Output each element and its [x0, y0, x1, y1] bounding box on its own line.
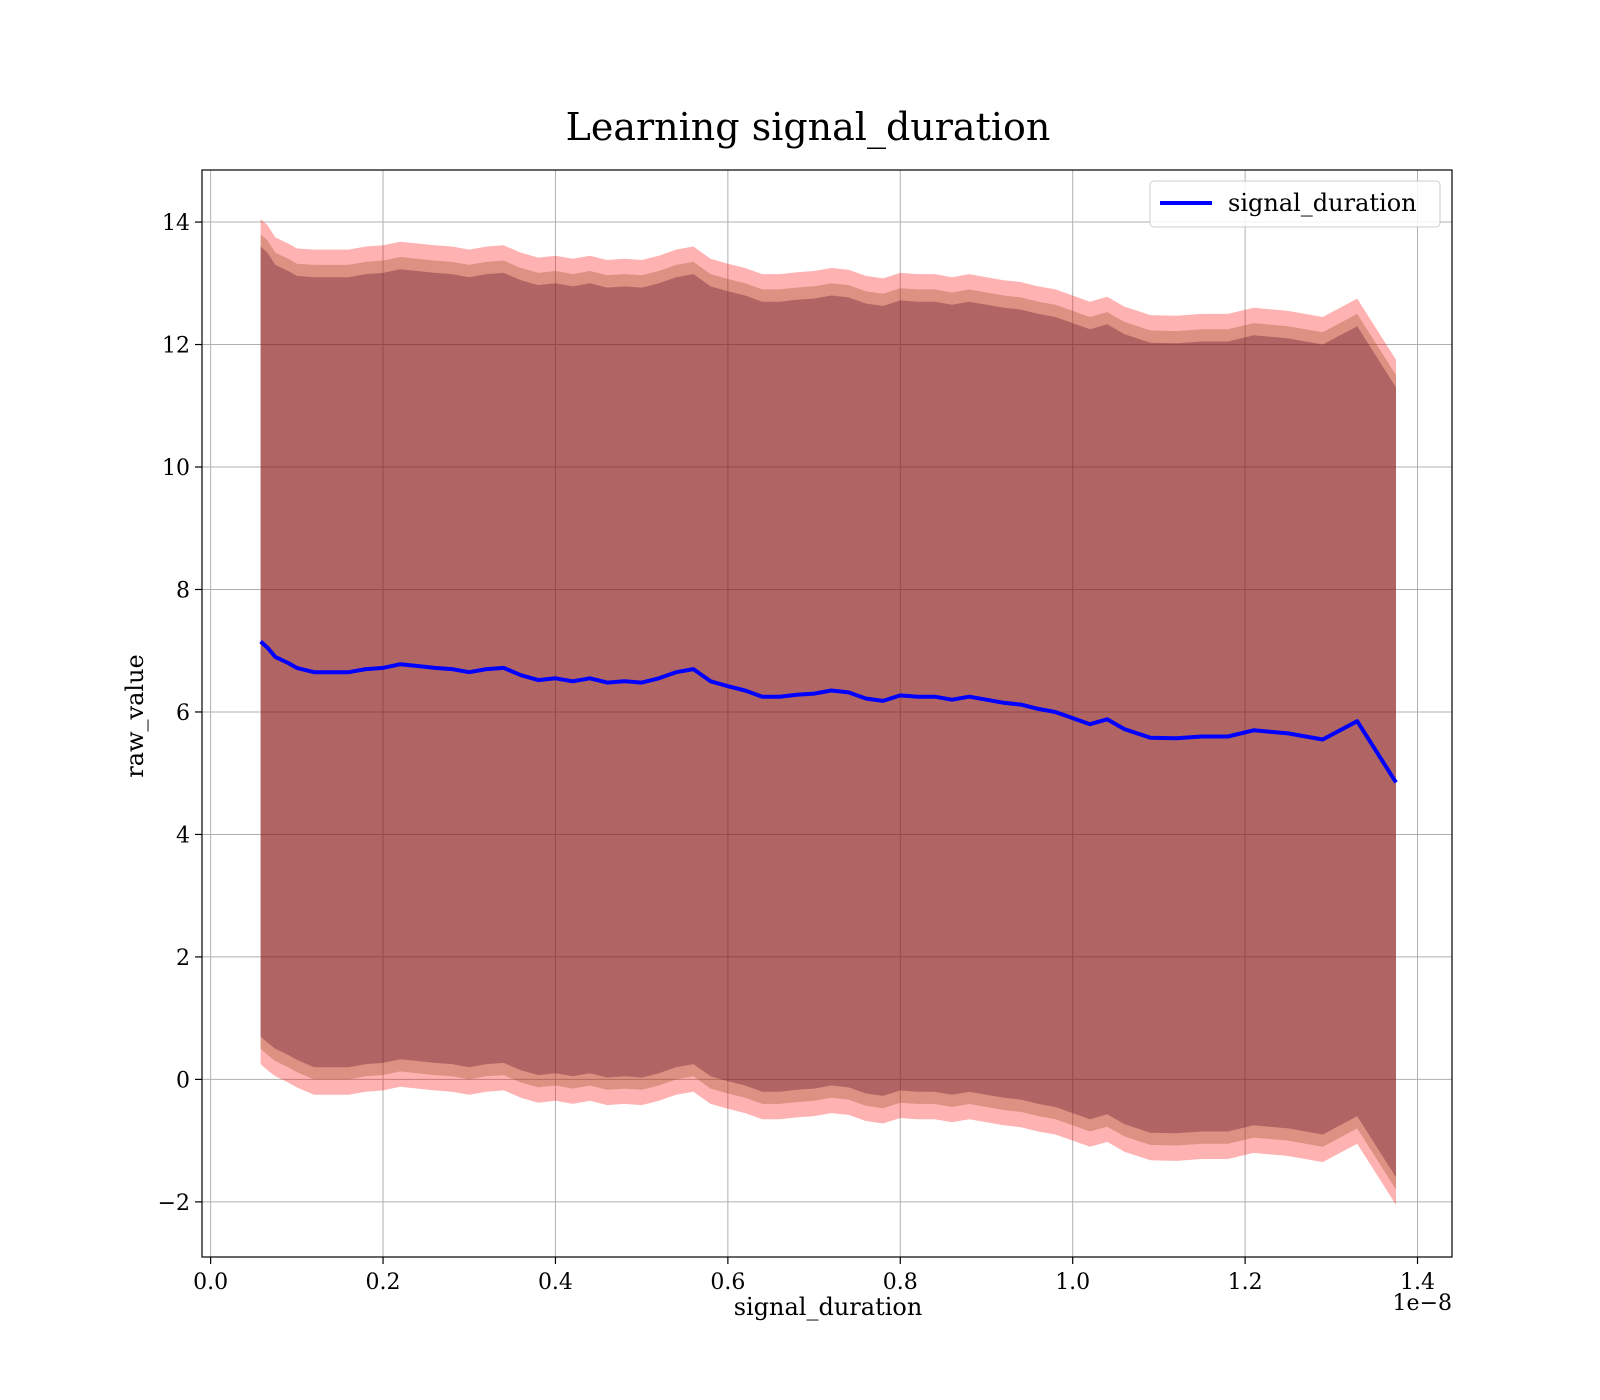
y-tick-label: 4	[176, 823, 190, 848]
legend-box	[1149, 180, 1441, 228]
x-axis-label: signal_duration	[734, 1293, 923, 1321]
x-tick-label: 0.4	[538, 1270, 573, 1295]
legend-label-signal-duration: signal_duration	[1228, 189, 1417, 217]
series-lines	[259, 640, 1398, 784]
x-tick-label: 0.0	[193, 1270, 228, 1295]
chart-title: Learning signal_duration	[566, 105, 1051, 150]
legend: signal_duration	[1149, 180, 1441, 228]
x-tick-label: 0.2	[366, 1270, 401, 1295]
band-middle	[260, 234, 1397, 1190]
confidence-bands	[260, 219, 1397, 1205]
y-tick-label: 0	[176, 1068, 190, 1093]
x-axis-offset-text: 1e−8	[1393, 1291, 1452, 1316]
x-axis-ticks: 0.0 0.2 0.4 0.6 0.8 1.0 1.2 1.4	[193, 1257, 1435, 1295]
series-line-signal-duration	[259, 640, 1398, 784]
y-axis-label: raw_value	[121, 654, 149, 778]
grid-lines	[202, 170, 1452, 1257]
x-tick-label: 0.8	[883, 1270, 918, 1295]
y-tick-label: −2	[158, 1191, 190, 1216]
x-tick-label: 0.6	[710, 1270, 745, 1295]
y-tick-label: 6	[176, 701, 190, 726]
x-tick-label: 1.0	[1055, 1270, 1090, 1295]
y-tick-label: 2	[176, 946, 190, 971]
y-tick-label: 14	[162, 211, 190, 236]
x-tick-label: 1.4	[1400, 1270, 1435, 1295]
y-tick-label: 10	[162, 456, 190, 481]
band-inner	[260, 246, 1397, 1178]
y-tick-label: 8	[176, 578, 190, 603]
plot-area-frame	[201, 169, 1453, 1258]
y-tick-label: 12	[162, 334, 190, 359]
y-axis-ticks: −2 0 2 4 6 8 10 12 14	[158, 211, 202, 1216]
band-outer	[260, 219, 1397, 1205]
x-tick-label: 1.2	[1228, 1270, 1263, 1295]
